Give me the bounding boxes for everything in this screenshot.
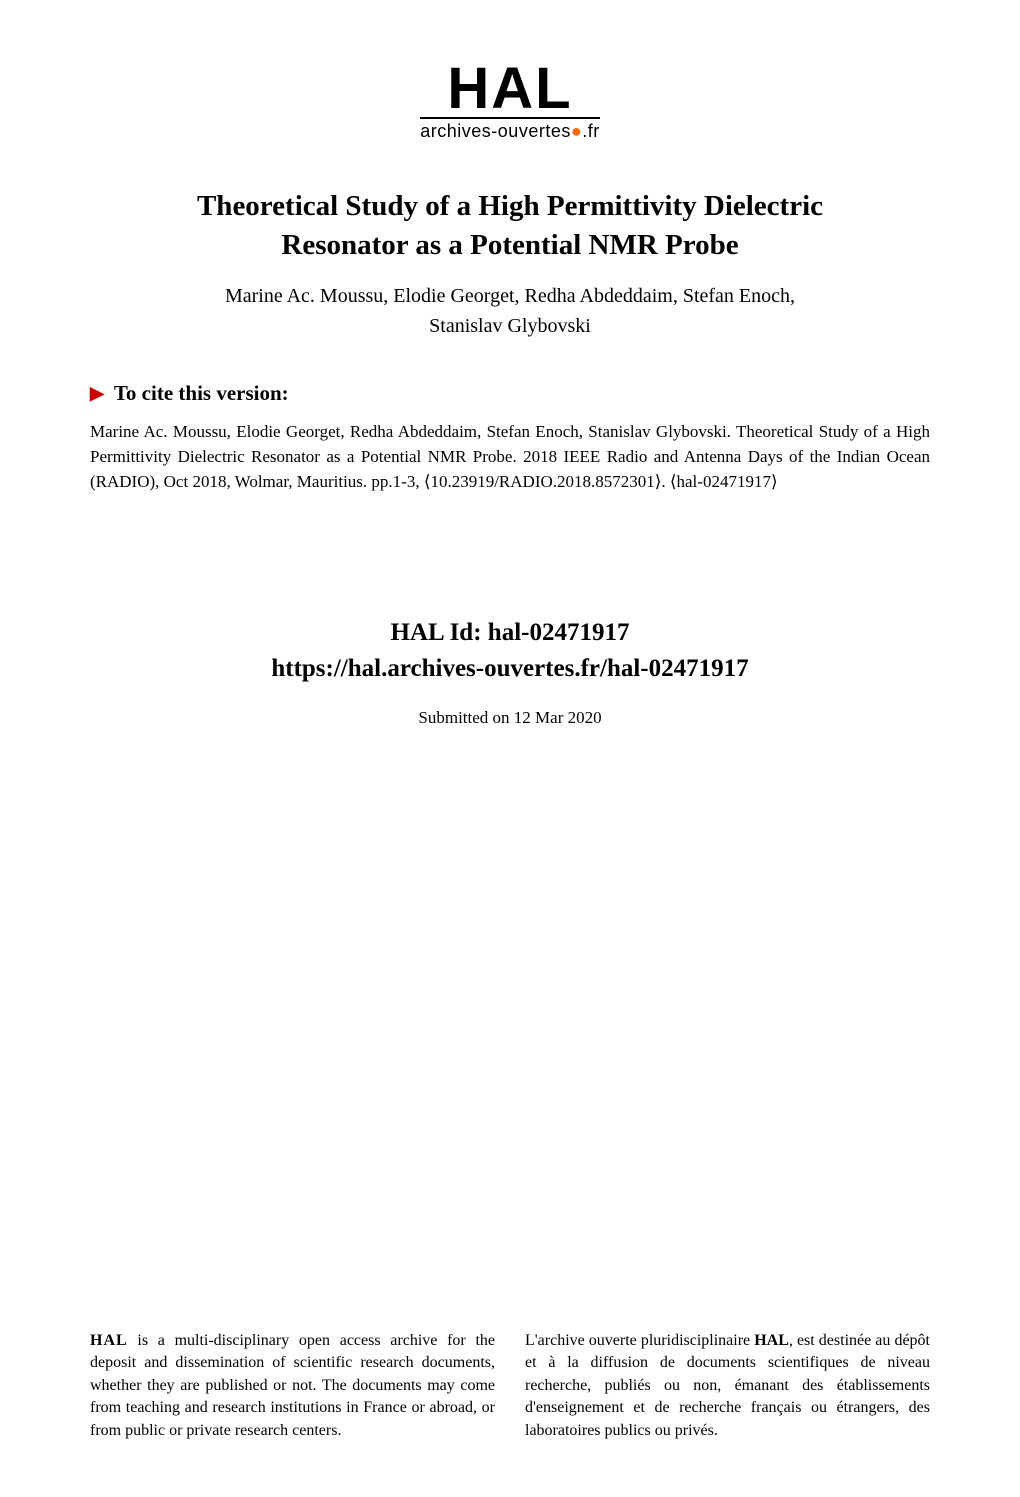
authors: Marine Ac. Moussu, Elodie Georget, Redha… — [80, 281, 940, 341]
cite-section: ▶ To cite this version: Marine Ac. Mouss… — [90, 381, 930, 494]
authors-line-2: Stanislav Glybovski — [80, 311, 940, 341]
submitted-date: Submitted on 12 Mar 2020 — [0, 708, 1020, 728]
paper-title: Theoretical Study of a High Permittivity… — [80, 187, 940, 265]
footer-left: HAL is a multi-disciplinary open access … — [90, 1330, 495, 1442]
logo-subtitle: archives-ouvertes●.fr — [420, 117, 599, 142]
hal-logo-container: HAL archives-ouvertes●.fr — [0, 55, 1020, 142]
cite-body: Marine Ac. Moussu, Elodie Georget, Redha… — [90, 420, 930, 494]
footer-columns: HAL is a multi-disciplinary open access … — [90, 1330, 930, 1442]
hal-id-section: HAL Id: hal-02471917 https://hal.archive… — [0, 619, 1020, 683]
hal-id: HAL Id: hal-02471917 — [0, 619, 1020, 647]
hal-logo: HAL archives-ouvertes●.fr — [420, 55, 599, 142]
title-line-2: Resonator as a Potential NMR Probe — [80, 226, 940, 265]
authors-line-1: Marine Ac. Moussu, Elodie Georget, Redha… — [80, 281, 940, 311]
title-section: Theoretical Study of a High Permittivity… — [80, 187, 940, 341]
footer-right: L'archive ouverte pluridisciplinaire HAL… — [525, 1330, 930, 1442]
logo-text: HAL — [420, 55, 599, 122]
hal-url: https://hal.archives-ouvertes.fr/hal-024… — [0, 655, 1020, 683]
cite-header-text: To cite this version: — [114, 381, 289, 406]
logo-dot: ● — [571, 121, 582, 141]
title-line-1: Theoretical Study of a High Permittivity… — [80, 187, 940, 226]
cite-arrow-icon: ▶ — [90, 383, 104, 404]
cite-header: ▶ To cite this version: — [90, 381, 930, 406]
